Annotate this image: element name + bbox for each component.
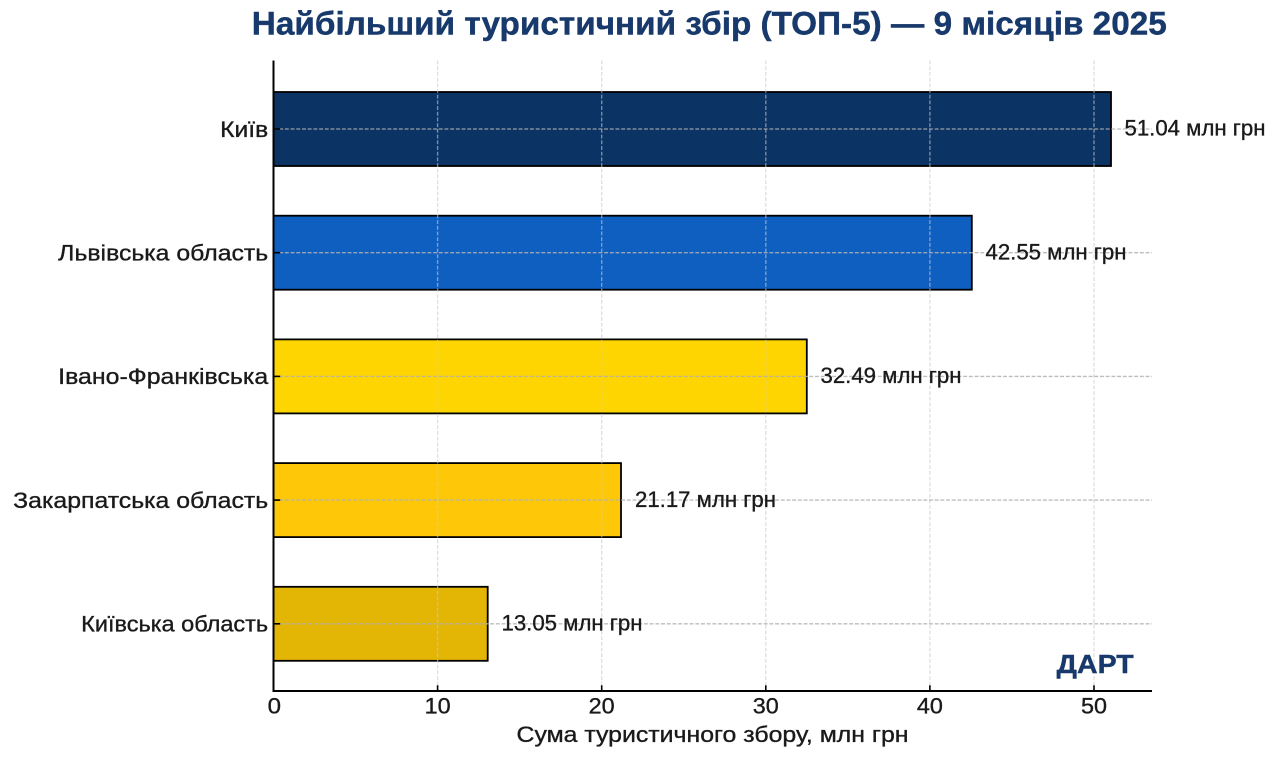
svg-text:13.05 млн грн: 13.05 млн грн — [502, 611, 643, 636]
svg-text:42.55 млн грн: 42.55 млн грн — [986, 239, 1127, 264]
svg-text:50: 50 — [1081, 694, 1107, 719]
svg-text:Київ: Київ — [220, 117, 268, 142]
svg-text:0: 0 — [268, 694, 281, 719]
svg-text:Найбільший туристичний збір (Т: Найбільший туристичний збір (ТОП-5) — 9 … — [252, 6, 1167, 42]
svg-text:Закарпатська область: Закарпатська область — [13, 488, 268, 513]
svg-text:10: 10 — [425, 694, 451, 719]
svg-text:Київська область: Київська область — [81, 612, 268, 637]
svg-text:21.17 млн грн: 21.17 млн грн — [635, 487, 776, 512]
svg-text:Івано-Франківська: Івано-Франківська — [58, 364, 269, 389]
svg-text:20: 20 — [589, 694, 615, 719]
svg-text:32.49 млн грн: 32.49 млн грн — [821, 363, 962, 388]
svg-text:30: 30 — [753, 694, 779, 719]
svg-text:Львівська область: Львівська область — [58, 241, 268, 266]
svg-text:40: 40 — [917, 694, 943, 719]
svg-text:Сума туристичного збору, млн г: Сума туристичного збору, млн грн — [517, 722, 909, 747]
svg-text:51.04 млн грн: 51.04 млн грн — [1125, 116, 1266, 141]
svg-text:ДАРТ: ДАРТ — [1057, 649, 1134, 679]
